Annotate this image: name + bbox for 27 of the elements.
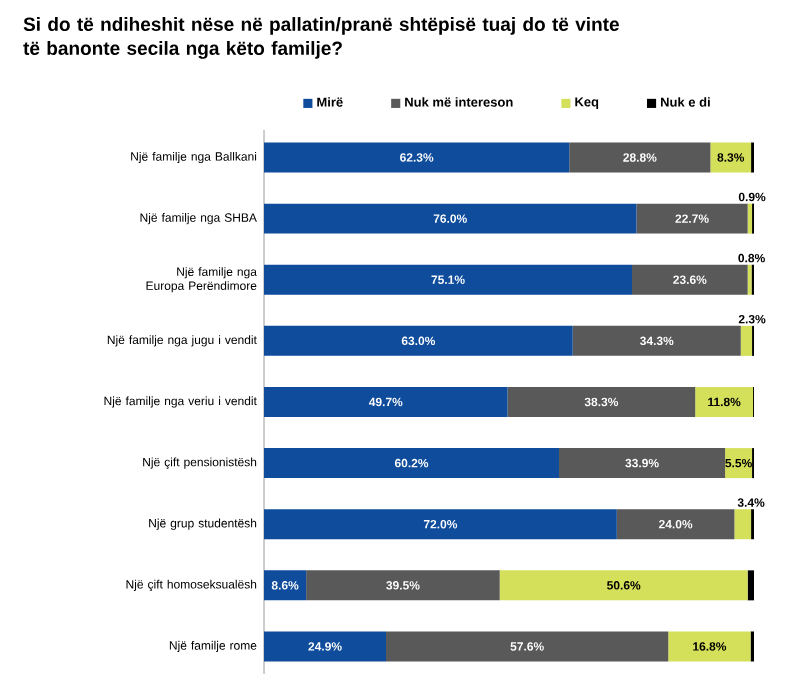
bar xyxy=(264,448,559,479)
chart-title: Si do të ndiheshit nëse në pallatin/pranë shtëpisë tuaj do të vinte të banonte secila nga këto familje? xyxy=(23,17,619,59)
bar xyxy=(264,386,508,417)
bar xyxy=(636,203,748,234)
bar xyxy=(747,570,755,601)
bar xyxy=(264,570,307,601)
bar xyxy=(569,142,711,173)
bar xyxy=(264,325,573,356)
bar xyxy=(572,325,741,356)
bar xyxy=(507,386,696,417)
bar xyxy=(740,325,753,356)
bar xyxy=(306,570,500,601)
bar xyxy=(264,203,637,234)
bar xyxy=(499,570,748,601)
bar xyxy=(734,509,752,540)
bar xyxy=(264,142,570,173)
bar xyxy=(264,631,387,662)
bar xyxy=(264,264,632,295)
bar xyxy=(632,264,748,295)
bar xyxy=(616,509,735,540)
bar xyxy=(695,386,754,417)
bar xyxy=(747,203,753,234)
bar xyxy=(668,631,751,662)
bar xyxy=(558,448,726,479)
bar xyxy=(264,509,617,540)
bar xyxy=(386,631,669,662)
bar xyxy=(710,142,752,173)
